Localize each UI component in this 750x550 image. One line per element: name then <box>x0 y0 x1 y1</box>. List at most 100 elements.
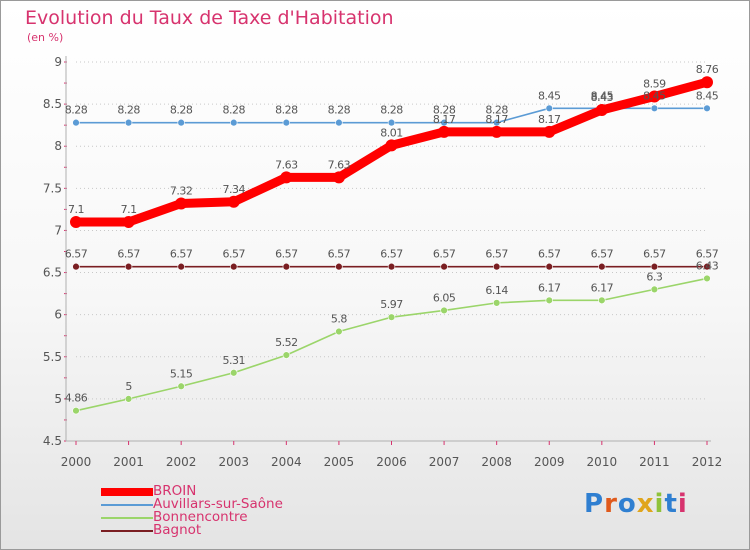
data-label: 8.28 <box>65 104 88 117</box>
data-point <box>70 216 82 229</box>
x-tick-label: 2009 <box>534 455 565 469</box>
legend-swatch-bagnot <box>101 530 153 532</box>
data-point <box>335 262 343 271</box>
data-label: 5 <box>125 380 132 393</box>
data-label: 6.57 <box>223 248 246 261</box>
data-label: 7.1 <box>68 203 84 216</box>
data-label: 7.63 <box>275 158 298 171</box>
data-label: 8.28 <box>485 104 508 117</box>
data-point <box>385 139 398 152</box>
data-point <box>545 296 553 305</box>
y-tick-label: 5.5 <box>43 350 62 364</box>
data-label: 8.45 <box>696 89 719 102</box>
data-point <box>230 369 238 377</box>
data-point <box>177 118 185 127</box>
data-label: 5.31 <box>223 354 246 367</box>
data-point <box>124 395 133 403</box>
data-point <box>335 118 343 127</box>
chart-title: Evolution du Taux de Taxe d'Habitation <box>25 7 394 29</box>
x-tick-label: 2008 <box>481 455 512 469</box>
logo-letter: o <box>617 489 637 519</box>
y-tick-label: 6.5 <box>43 266 62 280</box>
x-tick-label: 2001 <box>113 455 144 469</box>
data-point <box>490 125 503 138</box>
data-label: 7.32 <box>170 184 193 197</box>
data-point <box>492 262 501 271</box>
data-label: 5.15 <box>170 367 193 380</box>
data-point <box>650 285 659 294</box>
data-point <box>282 262 291 271</box>
data-label: 8.28 <box>170 104 193 117</box>
data-label: 8.76 <box>696 63 719 76</box>
data-label: 6.17 <box>538 281 561 294</box>
logo-letter: P <box>584 489 605 519</box>
y-tick-label: 5 <box>54 392 62 406</box>
data-label: 7.1 <box>121 203 137 216</box>
data-label: 6.14 <box>485 284 508 297</box>
data-point <box>280 171 293 184</box>
data-point <box>440 262 448 271</box>
data-label: 8.28 <box>328 104 351 117</box>
logo-letter: i <box>677 489 688 519</box>
data-point <box>177 262 185 271</box>
data-point <box>595 104 608 117</box>
data-label: 6.57 <box>328 248 351 261</box>
data-point <box>598 296 606 305</box>
data-label: 6.3 <box>646 270 662 283</box>
data-label: 6.05 <box>433 291 456 304</box>
data-point <box>387 262 396 271</box>
legend-label-bagnot: Bagnot <box>153 522 202 538</box>
legend-label-auvillars: Auvillars-sur-Saône <box>153 496 283 512</box>
data-label: 8.01 <box>380 126 403 139</box>
data-label-layer: 8.28 8.28 8.28 8.28 8.28 8.28 8.28 8.28 8.28 8.45… <box>65 63 719 404</box>
data-point <box>72 262 80 271</box>
data-label: 8.28 <box>275 104 298 117</box>
data-point <box>72 118 80 127</box>
data-label: 6.57 <box>170 248 193 261</box>
data-point <box>177 382 185 390</box>
y-tick-label: 7.5 <box>43 181 62 195</box>
legend-swatch-bonnencontre <box>101 517 153 519</box>
data-point <box>438 125 451 138</box>
data-label: 6.57 <box>275 248 298 261</box>
y-tick-label: 9 <box>54 55 62 69</box>
data-point <box>543 125 556 138</box>
y-tick-label: 8.5 <box>43 97 62 111</box>
data-label: 4.86 <box>65 392 88 405</box>
data-label: 6.57 <box>485 248 508 261</box>
data-point <box>703 262 711 271</box>
data-point <box>703 274 711 283</box>
data-label: 6.57 <box>591 248 614 261</box>
x-tick-label: 2011 <box>639 455 670 469</box>
x-tick-label: 2002 <box>166 455 197 469</box>
data-label: 7.34 <box>223 183 246 196</box>
data-point <box>230 262 238 271</box>
series-layer <box>70 76 713 415</box>
legend-swatch-auvillars <box>101 504 153 506</box>
data-point <box>545 262 553 271</box>
data-label: 6.57 <box>380 248 403 261</box>
data-point <box>492 299 501 307</box>
legend-label-bonnencontre: Bonnencontre <box>153 509 248 525</box>
y-tick-label: 8 <box>54 139 62 153</box>
data-label: 5.97 <box>380 298 403 311</box>
data-label: 8.28 <box>433 104 456 117</box>
y-tick-label: 6 <box>54 308 62 322</box>
logo-letter: i <box>654 489 665 519</box>
data-point <box>282 351 291 359</box>
data-point <box>332 171 345 184</box>
x-tick-label: 2000 <box>61 455 92 469</box>
data-label: 8.45 <box>538 89 561 102</box>
x-tick-label: 2012 <box>692 455 723 469</box>
logo-letter: x <box>636 489 655 519</box>
data-point <box>650 104 659 113</box>
data-label: 8.28 <box>223 104 246 117</box>
data-label: 5.52 <box>275 336 298 349</box>
logo-letter: r <box>604 489 618 519</box>
data-point <box>124 262 133 271</box>
data-point <box>387 313 396 321</box>
y-tick-label: 7 <box>54 223 62 237</box>
data-point <box>545 104 553 113</box>
data-point <box>175 197 188 210</box>
